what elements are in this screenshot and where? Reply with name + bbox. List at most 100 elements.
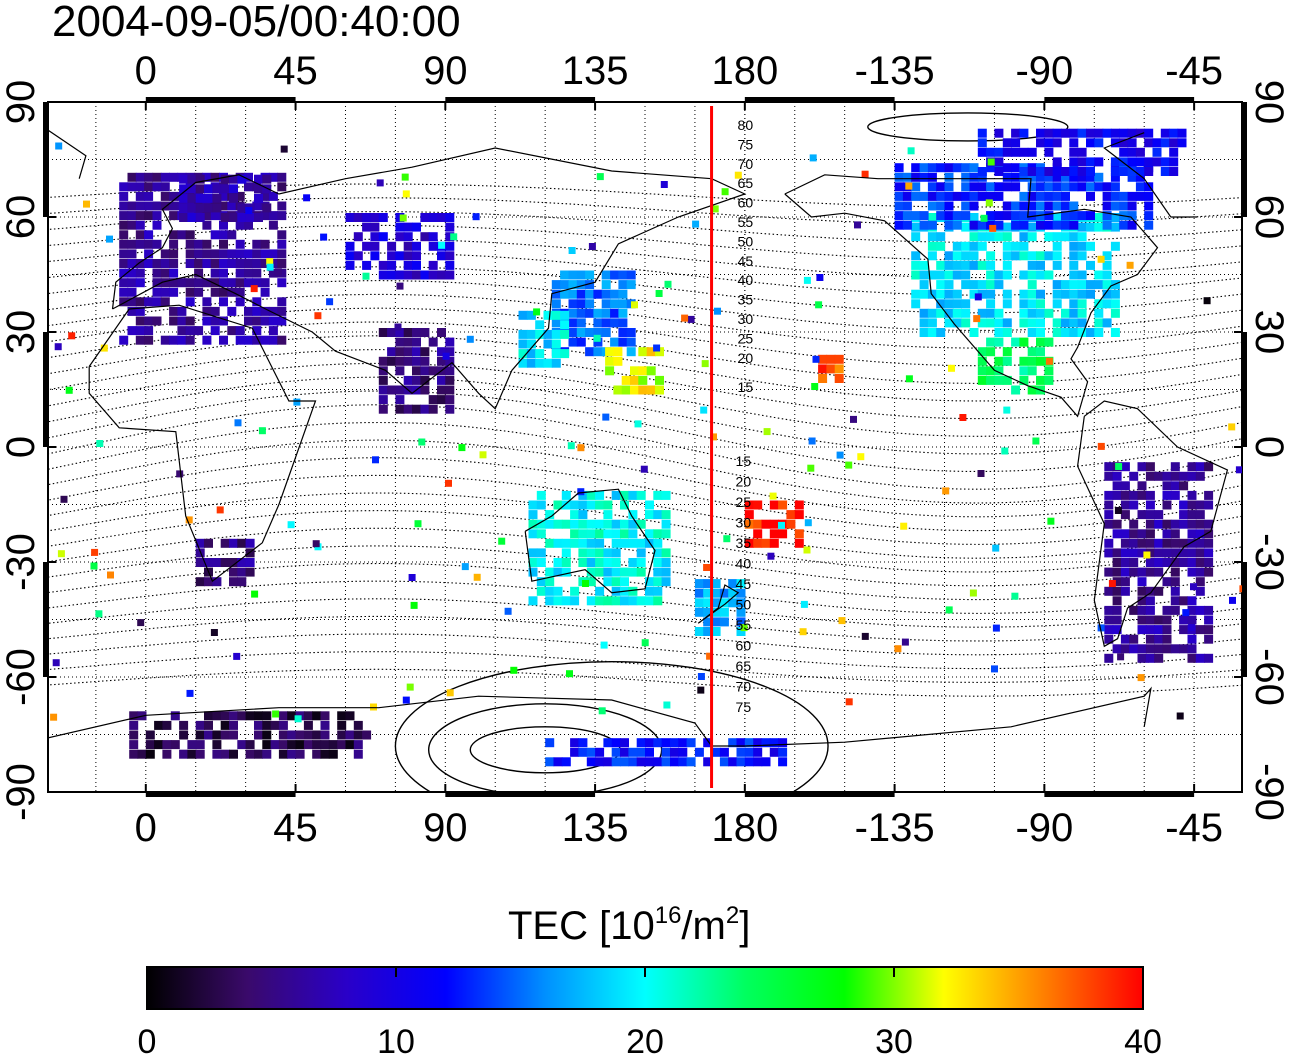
tec-cell	[1110, 182, 1120, 192]
tec-cell	[258, 427, 266, 435]
tec-cell	[936, 308, 946, 318]
tec-cell	[536, 577, 546, 587]
tec-cell	[353, 720, 363, 730]
tec-cell	[445, 375, 455, 385]
tec-cell	[210, 172, 220, 182]
tec-cell	[1019, 201, 1029, 211]
tec-cell	[1187, 510, 1197, 520]
tec-cell	[969, 182, 979, 192]
tec-cell	[1069, 182, 1079, 192]
tec-cell	[994, 366, 1004, 376]
tec-cell	[1162, 577, 1172, 587]
tec-cell	[595, 596, 605, 606]
tec-cell	[220, 213, 230, 222]
tec-cell	[1102, 251, 1112, 261]
tec-cell	[237, 577, 247, 587]
tec-cell	[254, 213, 263, 222]
tec-cell	[1169, 128, 1179, 138]
tec-cell	[593, 334, 601, 342]
tec-cell	[1077, 232, 1087, 242]
tec-cell	[204, 720, 213, 730]
tec-cell	[1137, 481, 1147, 491]
tec-cell	[927, 270, 937, 280]
tec-cell	[560, 270, 570, 280]
tec-cell	[1114, 507, 1122, 514]
tec-cell	[395, 366, 405, 376]
tec-cell	[216, 506, 224, 514]
tec-cell	[1094, 318, 1104, 328]
longitude-tick-label-top: 45	[273, 49, 318, 93]
tec-cell	[144, 297, 154, 307]
tec-cell	[177, 306, 187, 316]
tec-cell	[986, 299, 996, 309]
tec-cell	[1094, 213, 1104, 222]
tec-cell	[728, 757, 738, 767]
tec-cell	[1119, 201, 1129, 211]
colorbar-ticks: 0 10 20 30 40	[138, 967, 1162, 1057]
tec-cell	[994, 337, 1004, 347]
tec-cell	[961, 191, 971, 201]
timestamp-label: 2004-09-05/00:40:00	[52, 0, 461, 46]
tec-cell	[994, 375, 1004, 385]
tec-cell	[535, 329, 545, 339]
tec-cell	[428, 241, 438, 251]
tec-cell	[631, 301, 638, 309]
tec-cell	[536, 490, 546, 500]
magnetic-latitude-contours	[48, 112, 1242, 792]
tec-cell	[1137, 674, 1145, 682]
tec-cell	[518, 329, 528, 339]
tec-cell	[641, 639, 649, 647]
tec-cell	[1061, 289, 1070, 299]
tec-cell	[1204, 558, 1214, 567]
tec-cell	[661, 738, 671, 748]
tec-cell	[838, 617, 846, 625]
tec-cell	[812, 355, 820, 363]
tec-cell	[403, 337, 413, 347]
tec-cell	[195, 730, 205, 740]
tec-cell	[611, 747, 621, 757]
tec-cell	[551, 280, 561, 290]
tec-cell	[378, 375, 388, 385]
map-axes: 0045459090135135180180-135-135-90-90-45-…	[0, 49, 1291, 850]
tec-cell	[618, 318, 628, 328]
tec-cell	[245, 567, 255, 577]
tec-cell	[1011, 147, 1021, 157]
tec-cell	[428, 337, 438, 347]
tec-cell	[586, 548, 596, 558]
tec-cell	[1002, 222, 1012, 232]
latitude-tick-label-right: 30	[1247, 310, 1291, 355]
tec-cell	[370, 241, 380, 251]
tec-cell	[1120, 634, 1130, 644]
tec-cell	[129, 730, 139, 740]
tec-cell	[948, 364, 955, 372]
tec-cell	[278, 749, 288, 759]
tec-cell	[969, 241, 979, 251]
tec-cell	[543, 358, 553, 368]
tec-cell	[1069, 232, 1079, 242]
tec-cell	[1179, 615, 1189, 625]
tec-cell	[1120, 577, 1130, 587]
longitude-tick-label-bottom: 0	[135, 806, 157, 850]
tec-cell	[251, 590, 259, 598]
contour-line	[48, 376, 1242, 455]
tec-cell	[135, 191, 145, 201]
tec-cell	[944, 201, 954, 211]
tec-cell	[1170, 596, 1180, 606]
tec-cell	[1019, 128, 1029, 138]
tec-cell	[1162, 481, 1172, 491]
tec-cell	[734, 171, 742, 179]
tec-cell	[445, 385, 455, 395]
tec-cell	[229, 567, 238, 577]
tec-cell	[1011, 172, 1021, 182]
tec-cell	[561, 596, 571, 606]
tec-cell	[378, 270, 388, 280]
tec-cell	[345, 730, 355, 740]
tec-cell	[1061, 128, 1070, 138]
tec-cell	[994, 318, 1004, 328]
tec-cell	[618, 280, 628, 290]
tec-cell	[1104, 471, 1114, 481]
tec-cell	[179, 203, 189, 213]
tec-cell	[536, 500, 546, 510]
tec-cell	[278, 720, 288, 730]
tec-cell	[1102, 280, 1112, 290]
